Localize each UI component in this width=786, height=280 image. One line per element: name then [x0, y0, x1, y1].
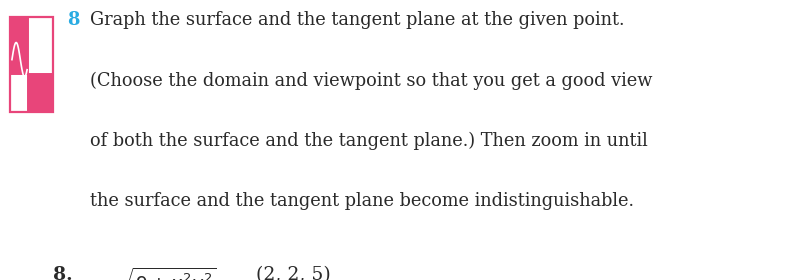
Text: 8: 8	[68, 11, 80, 29]
Text: $z = \sqrt{9 + x^2y^2},$: $z = \sqrt{9 + x^2y^2},$	[85, 266, 220, 280]
Text: of both the surface and the tangent plane.) Then zoom in until: of both the surface and the tangent plan…	[90, 132, 648, 150]
Text: the surface and the tangent plane become indistinguishable.: the surface and the tangent plane become…	[90, 192, 634, 210]
Text: (Choose the domain and viewpoint so that you get a good view: (Choose the domain and viewpoint so that…	[90, 71, 653, 90]
Text: Graph the surface and the tangent plane at the given point.: Graph the surface and the tangent plane …	[90, 11, 625, 29]
Text: (2, 2, 5): (2, 2, 5)	[244, 266, 330, 280]
Text: 8.: 8.	[53, 266, 73, 280]
Bar	[10, 17, 53, 112]
Bar	[10, 17, 28, 74]
Bar	[28, 74, 53, 112]
